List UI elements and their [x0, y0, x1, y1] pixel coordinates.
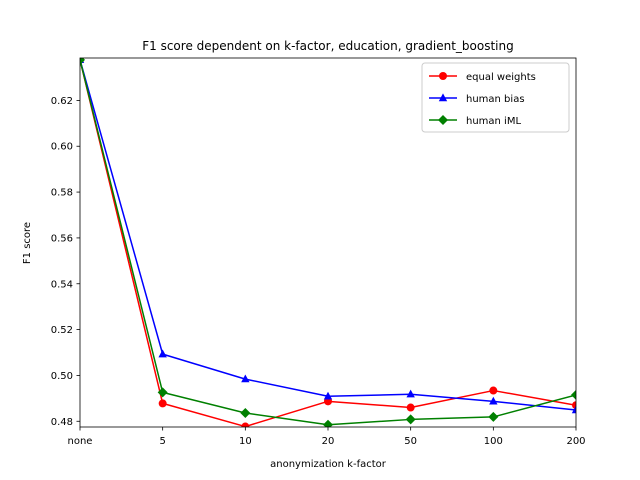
- y-tick-label-4: 0.56: [51, 233, 73, 244]
- y-tick-label-7: 0.62: [51, 96, 73, 107]
- series-0-point-4: [406, 403, 415, 412]
- y-tick-label-3: 0.54: [51, 279, 73, 290]
- series-1-point-2: [241, 374, 250, 383]
- x-tick-label-3: 20: [322, 436, 335, 447]
- x-tick-label-6: 200: [566, 436, 585, 447]
- series-2-point-4: [405, 414, 416, 425]
- legend-marker-0: [439, 72, 447, 80]
- series-2-point-1: [157, 387, 168, 398]
- y-tick-label-6: 0.60: [51, 142, 73, 153]
- x-axis-title: anonymization k-factor: [270, 459, 387, 470]
- y-tick-label-1: 0.50: [51, 371, 73, 382]
- series-1-point-4: [406, 389, 415, 398]
- legend: equal weights human bias human iML: [421, 62, 570, 133]
- axes: none 5 10 20 50 100 200 0.48 0.50 0.52 0.54 0.56 0.5…: [51, 57, 586, 447]
- series-0-point-2: [241, 422, 250, 427]
- x-tick-label-4: 50: [404, 436, 417, 447]
- series-0-point-5: [489, 386, 498, 395]
- series-2-point-0: [80, 58, 85, 65]
- x-tick-label-1: 5: [159, 436, 165, 447]
- legend-marker-2: [438, 115, 448, 125]
- y-tick-label-5: 0.58: [51, 188, 73, 199]
- legend-label-0: equal weights: [466, 72, 536, 83]
- series-1-point-1: [158, 349, 167, 358]
- series-2-point-5: [488, 411, 499, 422]
- series-2-point-2: [240, 408, 251, 419]
- x-tick-label-5: 100: [484, 436, 503, 447]
- y-tick-label-2: 0.52: [51, 325, 73, 336]
- series-1-point-6: [571, 405, 576, 414]
- series-1-point-5: [489, 396, 498, 405]
- series-2-point-3: [323, 419, 333, 427]
- x-tick-label-0: none: [68, 436, 93, 447]
- y-tick-label-0: 0.48: [51, 417, 73, 428]
- plot-area: [80, 58, 576, 427]
- series-0-point-1: [158, 399, 167, 408]
- legend-marker-1: [438, 93, 448, 102]
- series-0-point-6: [572, 401, 576, 410]
- series-2-point-6: [571, 389, 576, 400]
- series-1-point-3: [323, 391, 333, 400]
- y-axis-title: F1 score: [22, 222, 33, 264]
- legend-box: [421, 62, 570, 133]
- legend-label-1: human bias: [466, 94, 525, 105]
- chart-title: F1 score dependent on k-factor, educatio…: [142, 39, 514, 53]
- x-tick-label-2: 10: [239, 436, 252, 447]
- legend-label-2: human iML: [466, 116, 521, 127]
